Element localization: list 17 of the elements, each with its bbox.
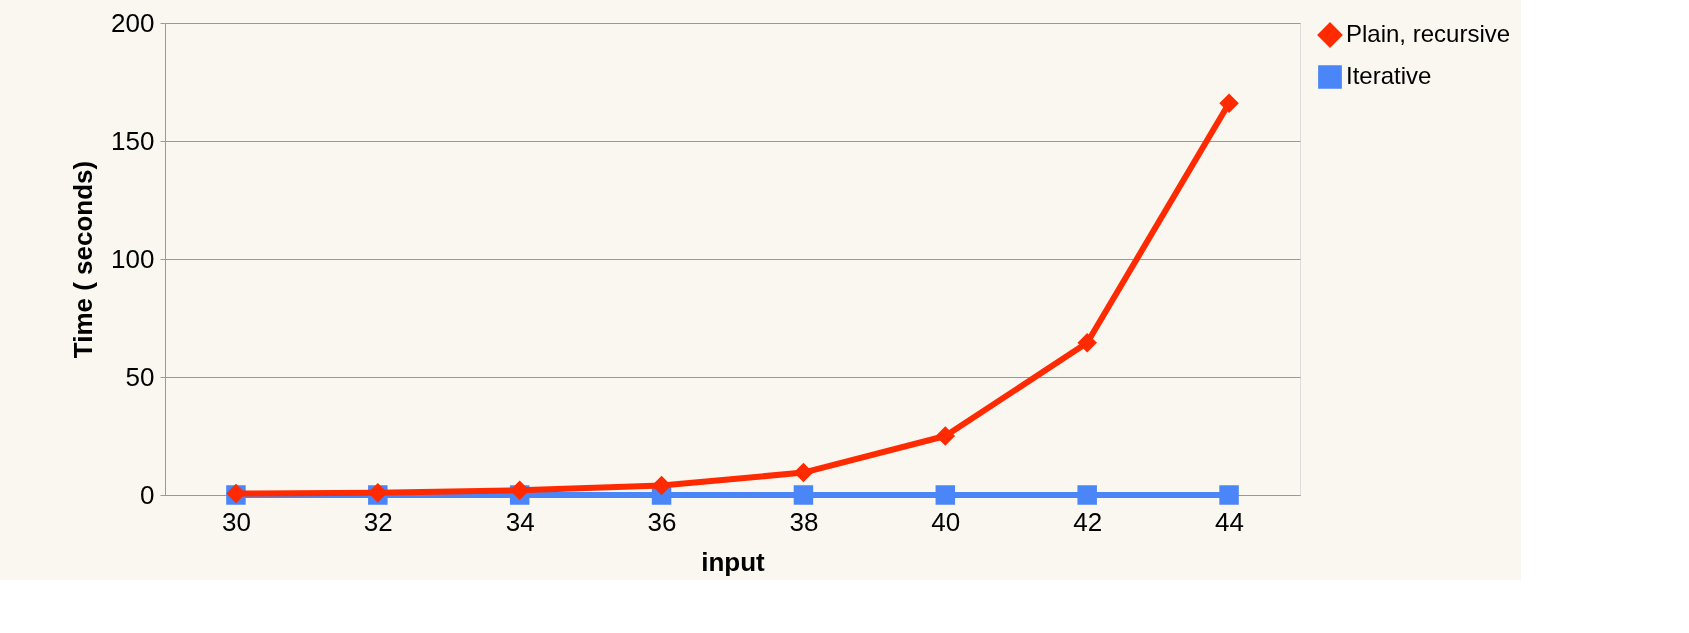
y-tick-label: 0 [140,479,155,510]
y-tick-label: 100 [111,243,155,274]
x-tick-label: 30 [221,506,251,537]
x-tick-label: 40 [931,506,961,537]
x-axis-title: input [701,546,766,577]
x-tick-label: 38 [789,506,819,537]
y-tick-label: 50 [125,361,155,392]
y-axis-title: Time ( seconds) [68,160,99,359]
y-tick-label: 150 [111,125,155,156]
legend-label: Iterative [1346,62,1432,89]
x-tick-label: 36 [647,506,677,537]
x-tick-label: 42 [1073,506,1103,537]
x-tick-label: 44 [1215,506,1245,537]
legend-label: Plain, recursive [1346,20,1511,47]
x-tick-label: 32 [363,506,393,537]
x-tick-label: 34 [505,506,535,537]
y-tick-label: 200 [111,7,155,38]
